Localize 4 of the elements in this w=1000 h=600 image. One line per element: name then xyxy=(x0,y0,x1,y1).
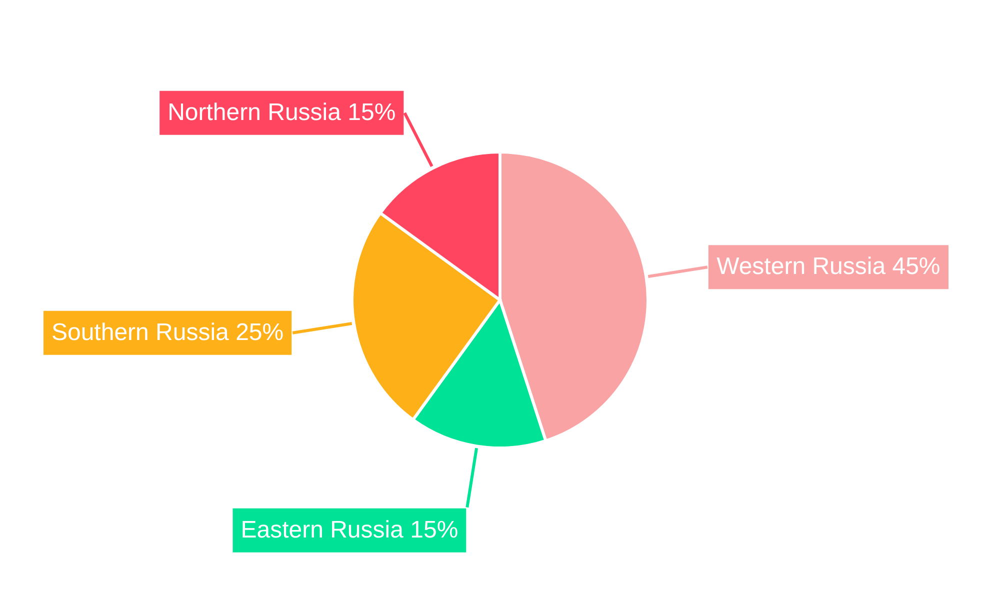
slice-label: Southern Russia 25% xyxy=(51,318,284,346)
slice-label: Northern Russia 15% xyxy=(168,98,396,126)
slice-label: Eastern Russia 15% xyxy=(240,516,458,544)
slice-label: Western Russia 45% xyxy=(716,253,940,280)
